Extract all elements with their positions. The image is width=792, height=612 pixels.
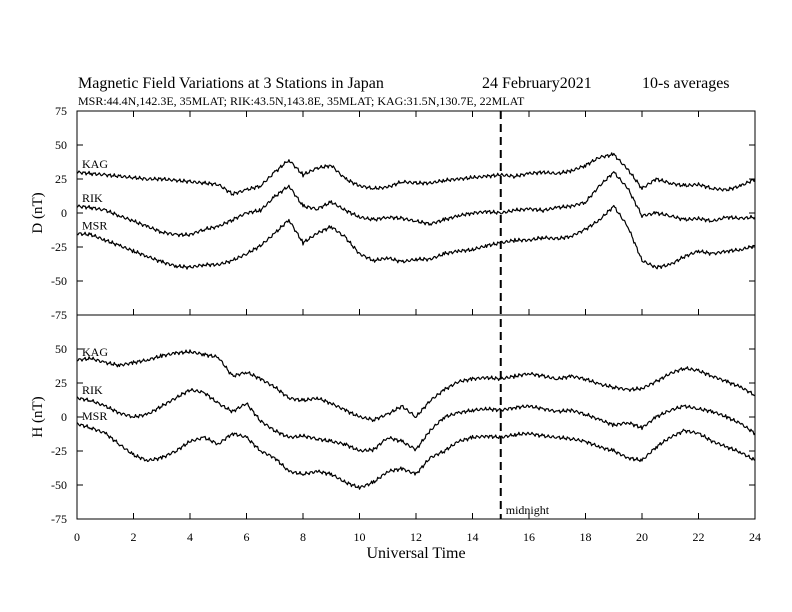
x-tick-label: 8 — [300, 530, 306, 544]
series-label: MSR — [82, 218, 107, 232]
y-tick-label: 50 — [55, 138, 67, 152]
midnight-label: midnight — [506, 503, 550, 517]
x-tick-label: 24 — [749, 530, 761, 544]
y-tick-label: -25 — [51, 444, 67, 458]
x-tick-label: 14 — [467, 530, 479, 544]
x-tick-label: 10 — [354, 530, 366, 544]
series-line — [76, 204, 755, 270]
y-tick-label: 0 — [61, 410, 67, 424]
chart-averaging: 10-s averages — [642, 75, 730, 92]
x-axis: 0 2 4 6 8 10 12 14 16 18 20 22 24 — [74, 111, 761, 544]
y-axis-title: D (nT) — [30, 192, 46, 233]
x-tick-label: 6 — [244, 530, 250, 544]
y-tick-label: 50 — [55, 342, 67, 356]
x-tick-label: 0 — [74, 530, 80, 544]
x-tick-label: 18 — [580, 530, 592, 544]
y-tick-label: -50 — [51, 478, 67, 492]
chart-title: Magnetic Field Variations at 3 Stations … — [78, 75, 384, 92]
chart-date: 24 February2021 — [482, 75, 592, 92]
x-tick-label: 16 — [523, 530, 535, 544]
y-tick-label: 0 — [61, 206, 67, 220]
chart-subtitle: MSR:44.4N,142.3E, 35MLAT; RIK:43.5N,143.… — [78, 94, 525, 108]
y-tick-label: -75 — [51, 308, 67, 322]
y-axis-title: H (nT) — [30, 396, 46, 437]
series-line — [76, 349, 756, 423]
panel-d: 75 50 25 0 -25 -50 -75 D (nT) KAG RIK MSR — [30, 104, 756, 322]
series-line — [76, 422, 756, 490]
series-label: MSR — [82, 409, 107, 423]
y-tick-label: -50 — [51, 274, 67, 288]
y-tick-label: 25 — [55, 376, 67, 390]
y-tick-label: -75 — [51, 512, 67, 526]
x-tick-label: 20 — [636, 530, 648, 544]
x-axis-title: Universal Time — [366, 545, 465, 562]
midnight-marker: midnight — [499, 111, 550, 519]
x-tick-label: 12 — [410, 530, 422, 544]
panel-h: 50 25 0 -25 -50 -75 H (nT) KAG RIK MSR — [30, 314, 756, 526]
x-tick-label: 4 — [187, 530, 193, 544]
series-line — [76, 152, 756, 196]
series-label: KAG — [82, 345, 108, 359]
series-label: RIK — [82, 383, 103, 397]
y-tick-label: -25 — [51, 240, 67, 254]
y-tick-label: 25 — [55, 172, 67, 186]
x-tick-label: 22 — [693, 530, 705, 544]
series-line — [76, 388, 756, 453]
series-line — [76, 171, 756, 238]
series-label: RIK — [82, 191, 103, 205]
series-label: KAG — [82, 157, 108, 171]
y-tick-label: 75 — [55, 104, 67, 118]
x-tick-label: 2 — [131, 530, 137, 544]
